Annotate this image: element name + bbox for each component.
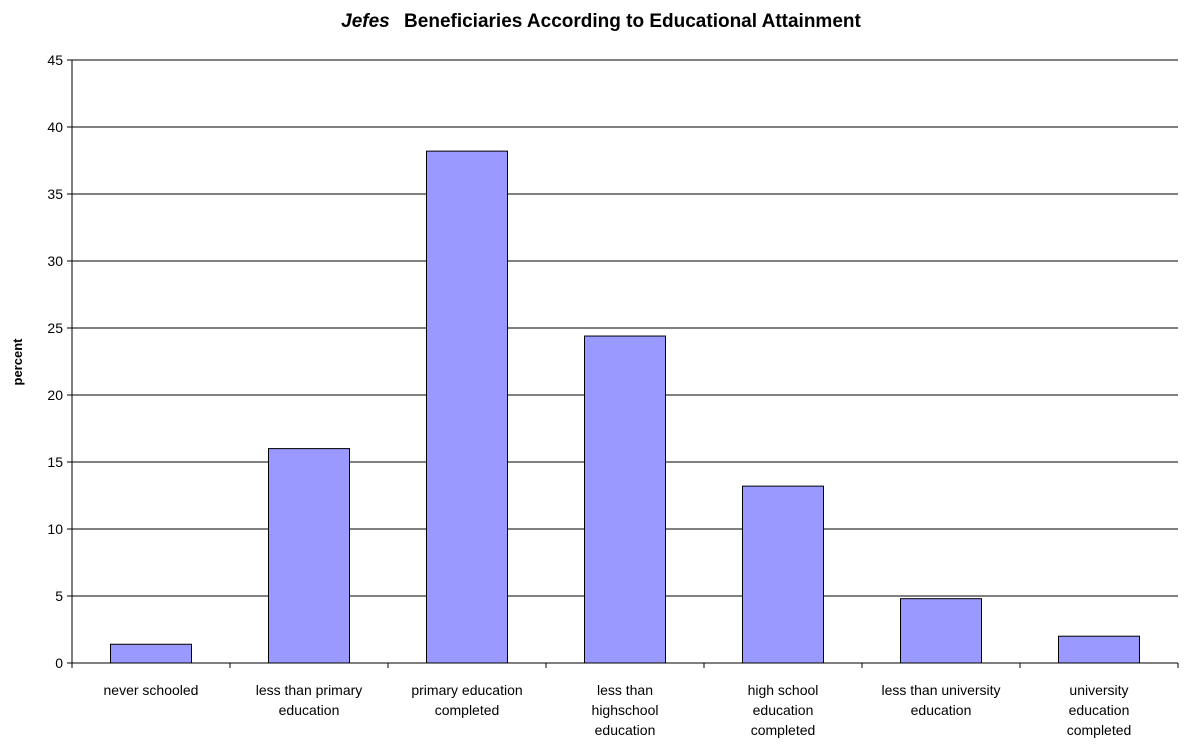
x-tick-label: university education completed	[1067, 682, 1132, 738]
x-tick-label-line: high school	[748, 682, 819, 698]
y-tick-label: 15	[47, 454, 63, 470]
bar	[742, 485, 824, 664]
y-tick-label: 10	[47, 521, 63, 537]
x-tick-label-line: education	[595, 722, 656, 738]
x-tick-label-line: less than	[597, 682, 653, 698]
y-tick-label: 30	[47, 253, 63, 269]
x-tick-label-line: education	[1069, 702, 1130, 718]
x-tick-label-line: primary education	[411, 682, 522, 698]
y-tick-label: 25	[47, 320, 63, 336]
chart-title: Jefes Beneficiaries According to Educati…	[341, 11, 861, 32]
bar	[426, 150, 508, 664]
y-tick-label: 20	[47, 387, 63, 403]
y-tick-label: 35	[47, 186, 63, 202]
x-tick-label-line: education	[279, 702, 340, 718]
x-tick-label: less than highschool education	[592, 682, 659, 738]
y-tick-label: 0	[55, 655, 63, 671]
chart-title-rest: Beneficiaries According to Educational A…	[404, 11, 861, 32]
x-tick-label-line: education	[911, 702, 972, 718]
x-tick-label-line: less than university	[881, 682, 1000, 698]
y-tick-label: 45	[47, 52, 63, 68]
chart-title-emphasis: Jefes	[341, 11, 390, 32]
x-tick-label: never schooled	[104, 682, 199, 698]
x-tick-label-line: university	[1069, 682, 1128, 698]
y-tick-labels: 0 5 10 15 20 25 30 35 40 45	[47, 52, 63, 671]
y-axis-title: percent	[10, 338, 25, 386]
x-tick-label: less than university education	[881, 682, 1000, 718]
y-tick-label: 5	[55, 588, 63, 604]
bar	[584, 335, 666, 664]
x-tick-label-line: highschool	[592, 702, 659, 718]
x-tick-label-line: never schooled	[104, 682, 199, 698]
axes	[67, 59, 1179, 668]
x-tick-label-line: less than primary	[256, 682, 363, 698]
bar	[900, 598, 982, 664]
y-tick-label: 40	[47, 119, 63, 135]
bar	[110, 643, 192, 664]
bar	[268, 448, 350, 664]
x-tick-label-line: education	[753, 702, 814, 718]
x-tick-label: primary education completed	[411, 682, 522, 718]
gridlines	[72, 59, 1178, 597]
bar	[1058, 635, 1140, 664]
x-tick-label-line: completed	[751, 722, 816, 738]
bars	[110, 150, 1140, 664]
x-tick-labels: never schooled less than primary education…	[104, 682, 1132, 738]
x-tick-label-line: completed	[1067, 722, 1132, 738]
x-tick-label: high school education completed	[748, 682, 819, 738]
x-tick-label-line: completed	[435, 702, 500, 718]
x-tick-label: less than primary education	[256, 682, 363, 718]
